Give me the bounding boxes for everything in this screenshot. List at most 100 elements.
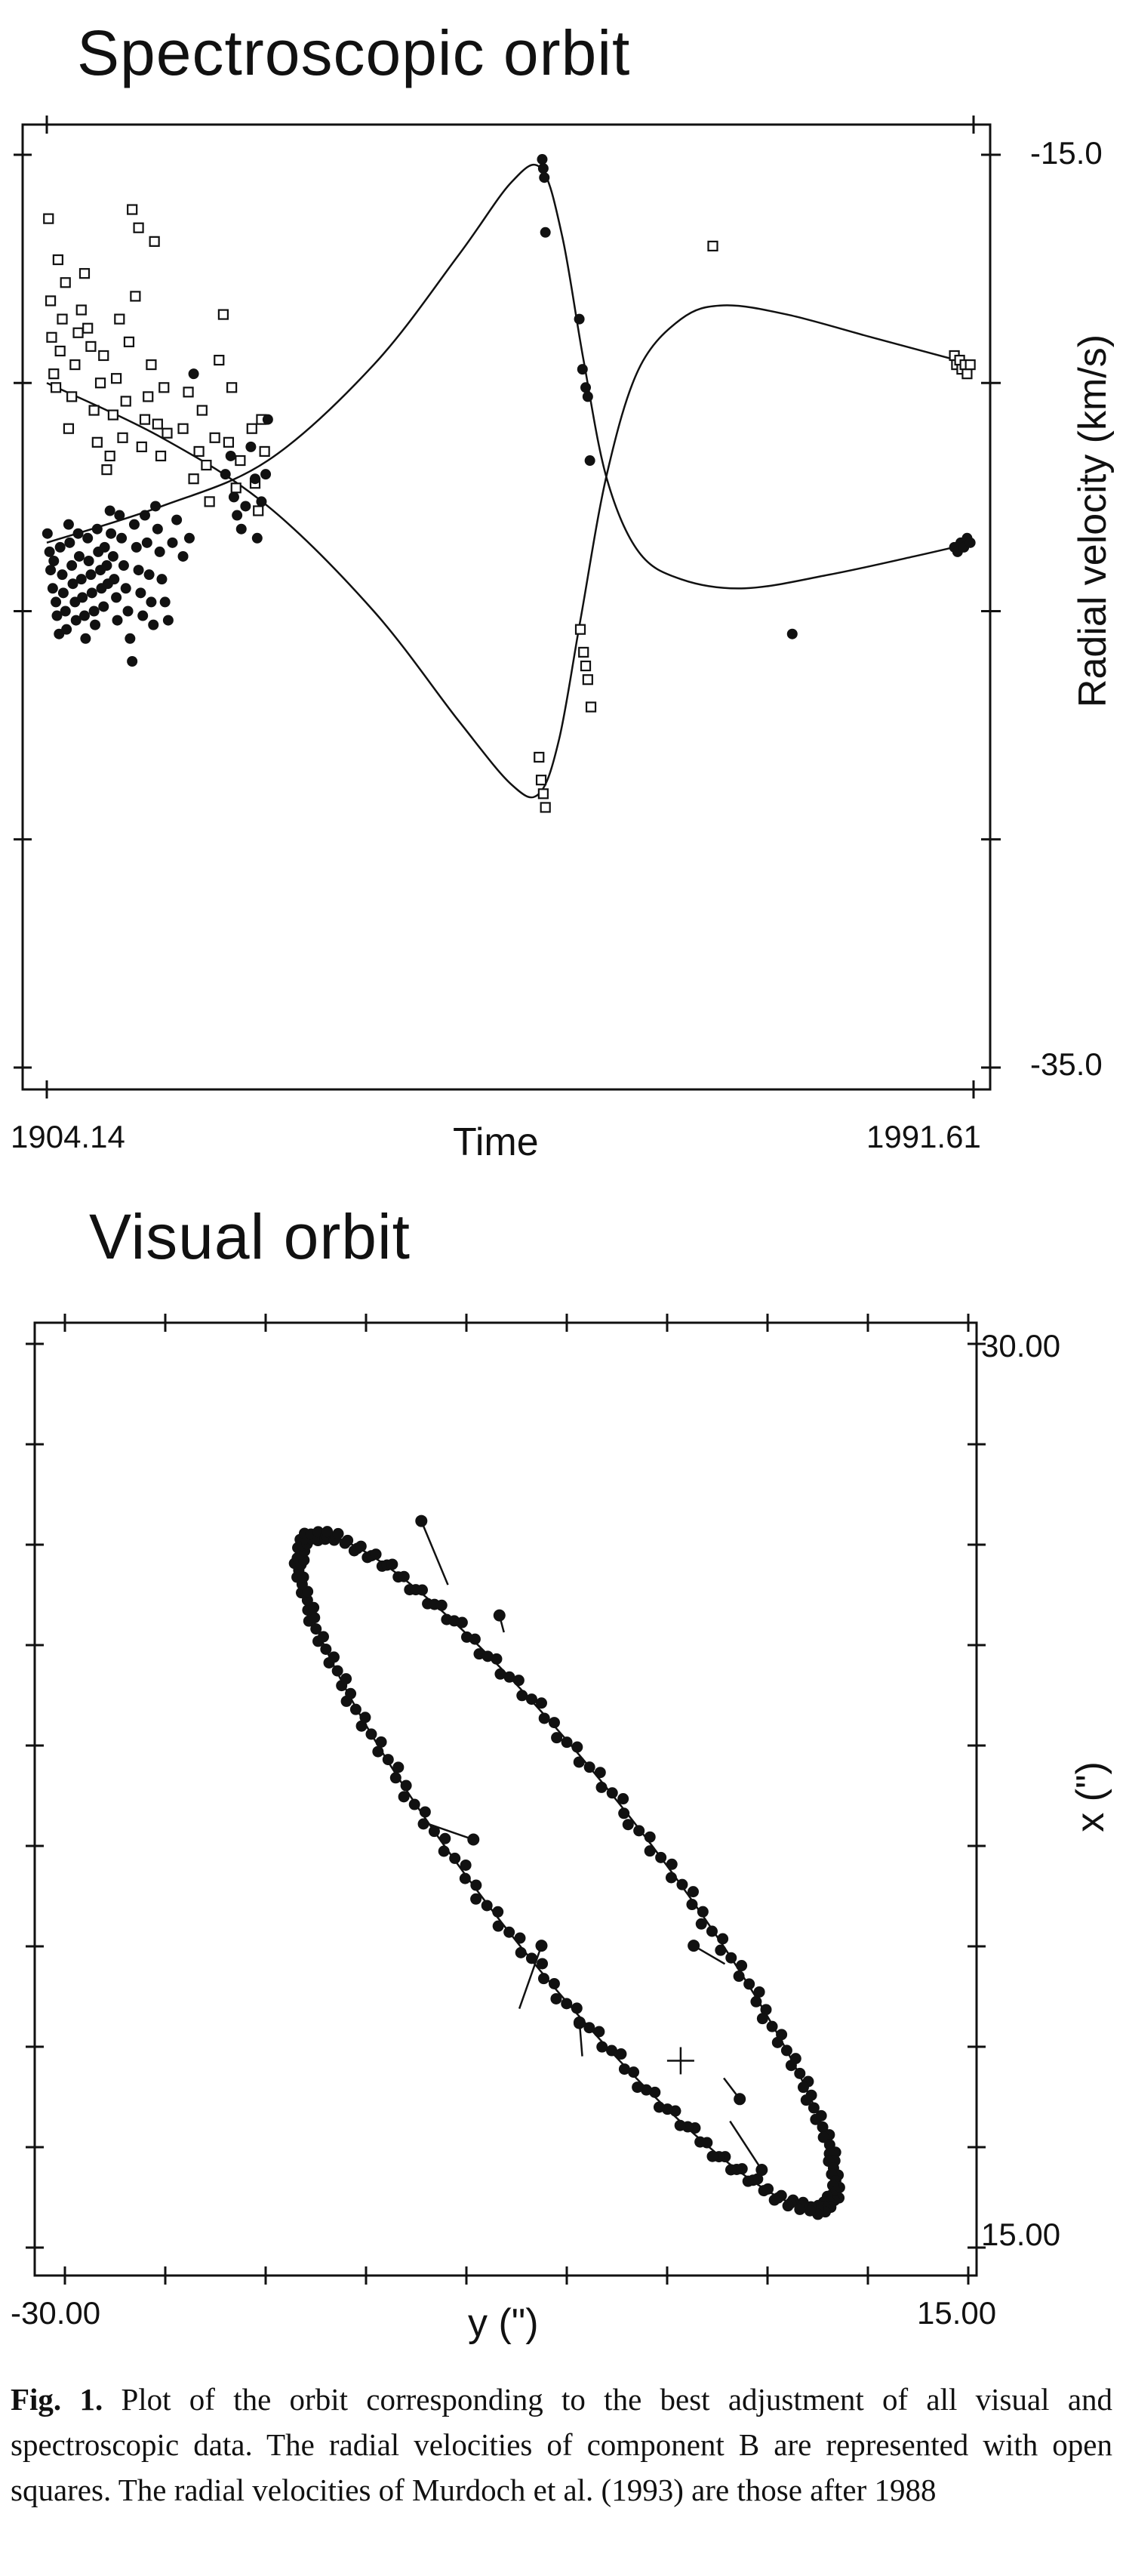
orbit-observation-point xyxy=(551,1732,563,1744)
open-square-point xyxy=(196,405,208,416)
filled-circle-point xyxy=(54,541,66,553)
orbit-observation-point xyxy=(571,2002,583,2014)
filled-circle-point xyxy=(82,532,94,544)
orbit-observation-point xyxy=(666,1858,678,1870)
filled-circle-point xyxy=(98,601,109,612)
orbit-observation-point xyxy=(439,1832,451,1844)
filled-circle-point xyxy=(125,633,136,644)
orbit-observation-point xyxy=(794,2067,806,2079)
filled-circle-point xyxy=(114,510,125,521)
orbit-observation-point xyxy=(736,1960,748,1972)
orbit-observation-point xyxy=(782,2200,794,2212)
orbit-observation-point xyxy=(593,2026,605,2038)
outlier-point xyxy=(535,1940,548,1952)
open-square-point xyxy=(78,268,91,279)
orbit-observation-point xyxy=(800,2094,812,2106)
figure-caption: Fig. 1. Plot of the orbit corresponding … xyxy=(11,2377,1112,2513)
orbit-observation-point xyxy=(644,1845,656,1857)
open-square-point xyxy=(209,432,220,443)
orbit-observation-point xyxy=(596,2041,608,2053)
open-square-point xyxy=(158,382,170,393)
open-square-point xyxy=(133,222,144,233)
orbit-observation-point xyxy=(537,1973,549,1985)
filled-circle-point xyxy=(90,619,101,630)
orbit-observation-point xyxy=(438,1845,450,1857)
orbit-observation-point xyxy=(717,1933,729,1945)
orbit-observation-point xyxy=(766,2020,778,2032)
orbit-observation-point xyxy=(742,2175,754,2187)
orbit-observation-point xyxy=(417,1584,429,1596)
filled-circle-point xyxy=(540,226,551,238)
filled-circle-point xyxy=(183,532,195,544)
filled-circle-point xyxy=(61,624,72,635)
filled-circle-point xyxy=(235,523,247,535)
orbit-observation-point xyxy=(694,2136,706,2148)
orbit-observation-point xyxy=(317,1631,329,1643)
orbit-observation-point xyxy=(817,2131,829,2143)
filled-circle-point xyxy=(574,313,585,325)
open-square-point xyxy=(45,295,57,307)
orbit-observation-point xyxy=(665,1872,677,1884)
open-square-point xyxy=(123,336,135,347)
orbit-observation-point xyxy=(674,2119,686,2131)
filled-circle-point xyxy=(156,574,168,585)
orbit-observation-point xyxy=(375,1736,387,1748)
orbit-observation-point xyxy=(331,1665,343,1677)
orbit-observation-point xyxy=(804,2205,816,2217)
open-square-point xyxy=(114,313,125,325)
open-square-point xyxy=(94,377,106,389)
filled-circle-point xyxy=(167,537,178,548)
open-square-point xyxy=(226,382,238,393)
outlier-point xyxy=(573,2016,586,2029)
orbit-observation-point xyxy=(449,1852,461,1864)
open-square-point xyxy=(52,254,63,266)
orbit-observation-point xyxy=(808,2102,820,2114)
filled-circle-point xyxy=(133,565,144,576)
orbit-observation-point xyxy=(618,2063,630,2075)
filled-circle-point xyxy=(146,596,157,608)
orbit-observation-point xyxy=(512,1675,525,1687)
filled-circle-point xyxy=(104,505,115,516)
visual-orbit-chart: 30.00 15.00 -30.00 15.00 y (") x (") xyxy=(11,1314,1112,2345)
orbit-observation-point xyxy=(460,1859,472,1871)
filled-circle-point xyxy=(537,163,549,174)
open-square-point xyxy=(101,464,112,476)
open-square-point xyxy=(964,359,976,371)
visual-x-axis-label: y (") xyxy=(468,2301,539,2345)
orbit-observation-point xyxy=(725,1952,737,1964)
filled-circle-point xyxy=(51,596,62,608)
visual-chart-title: Visual orbit xyxy=(89,1201,411,1272)
plot-border xyxy=(21,123,992,1091)
open-square-point xyxy=(183,387,194,398)
open-square-point xyxy=(48,368,60,380)
orbit-observation-point xyxy=(398,1570,410,1582)
orbit-observation-point xyxy=(733,1971,745,1983)
orbit-observation-point xyxy=(370,1548,382,1561)
orbit-observation-point xyxy=(392,1761,405,1773)
open-square-point xyxy=(120,396,131,407)
open-square-point xyxy=(193,445,205,458)
filled-circle-point xyxy=(143,569,155,581)
open-square-point xyxy=(574,624,586,635)
filled-circle-point xyxy=(537,154,548,165)
filled-circle-point xyxy=(140,510,151,521)
filled-circle-point xyxy=(99,541,110,553)
residual-line xyxy=(729,2120,763,2171)
filled-circle-point xyxy=(67,578,78,590)
open-square-point xyxy=(63,423,75,434)
orbit-observation-point xyxy=(655,1851,667,1863)
orbit-observation-point xyxy=(706,1925,718,1937)
filled-circle-point xyxy=(220,469,231,480)
orbit-observation-point xyxy=(797,2081,809,2094)
open-square-point xyxy=(580,660,592,672)
filled-circle-point xyxy=(580,382,592,393)
open-square-point xyxy=(143,391,154,402)
orbit-observation-point xyxy=(340,1673,352,1685)
open-square-point xyxy=(50,382,62,393)
filled-circle-point xyxy=(159,596,171,608)
orbit-observation-point xyxy=(470,1893,482,1905)
y-axis-label: Radial velocity (km/s) xyxy=(1071,334,1115,707)
filled-circle-point xyxy=(127,655,138,667)
orbit-observation-point xyxy=(503,1926,515,1938)
visual-y-axis-label: x (") xyxy=(1069,1761,1112,1832)
